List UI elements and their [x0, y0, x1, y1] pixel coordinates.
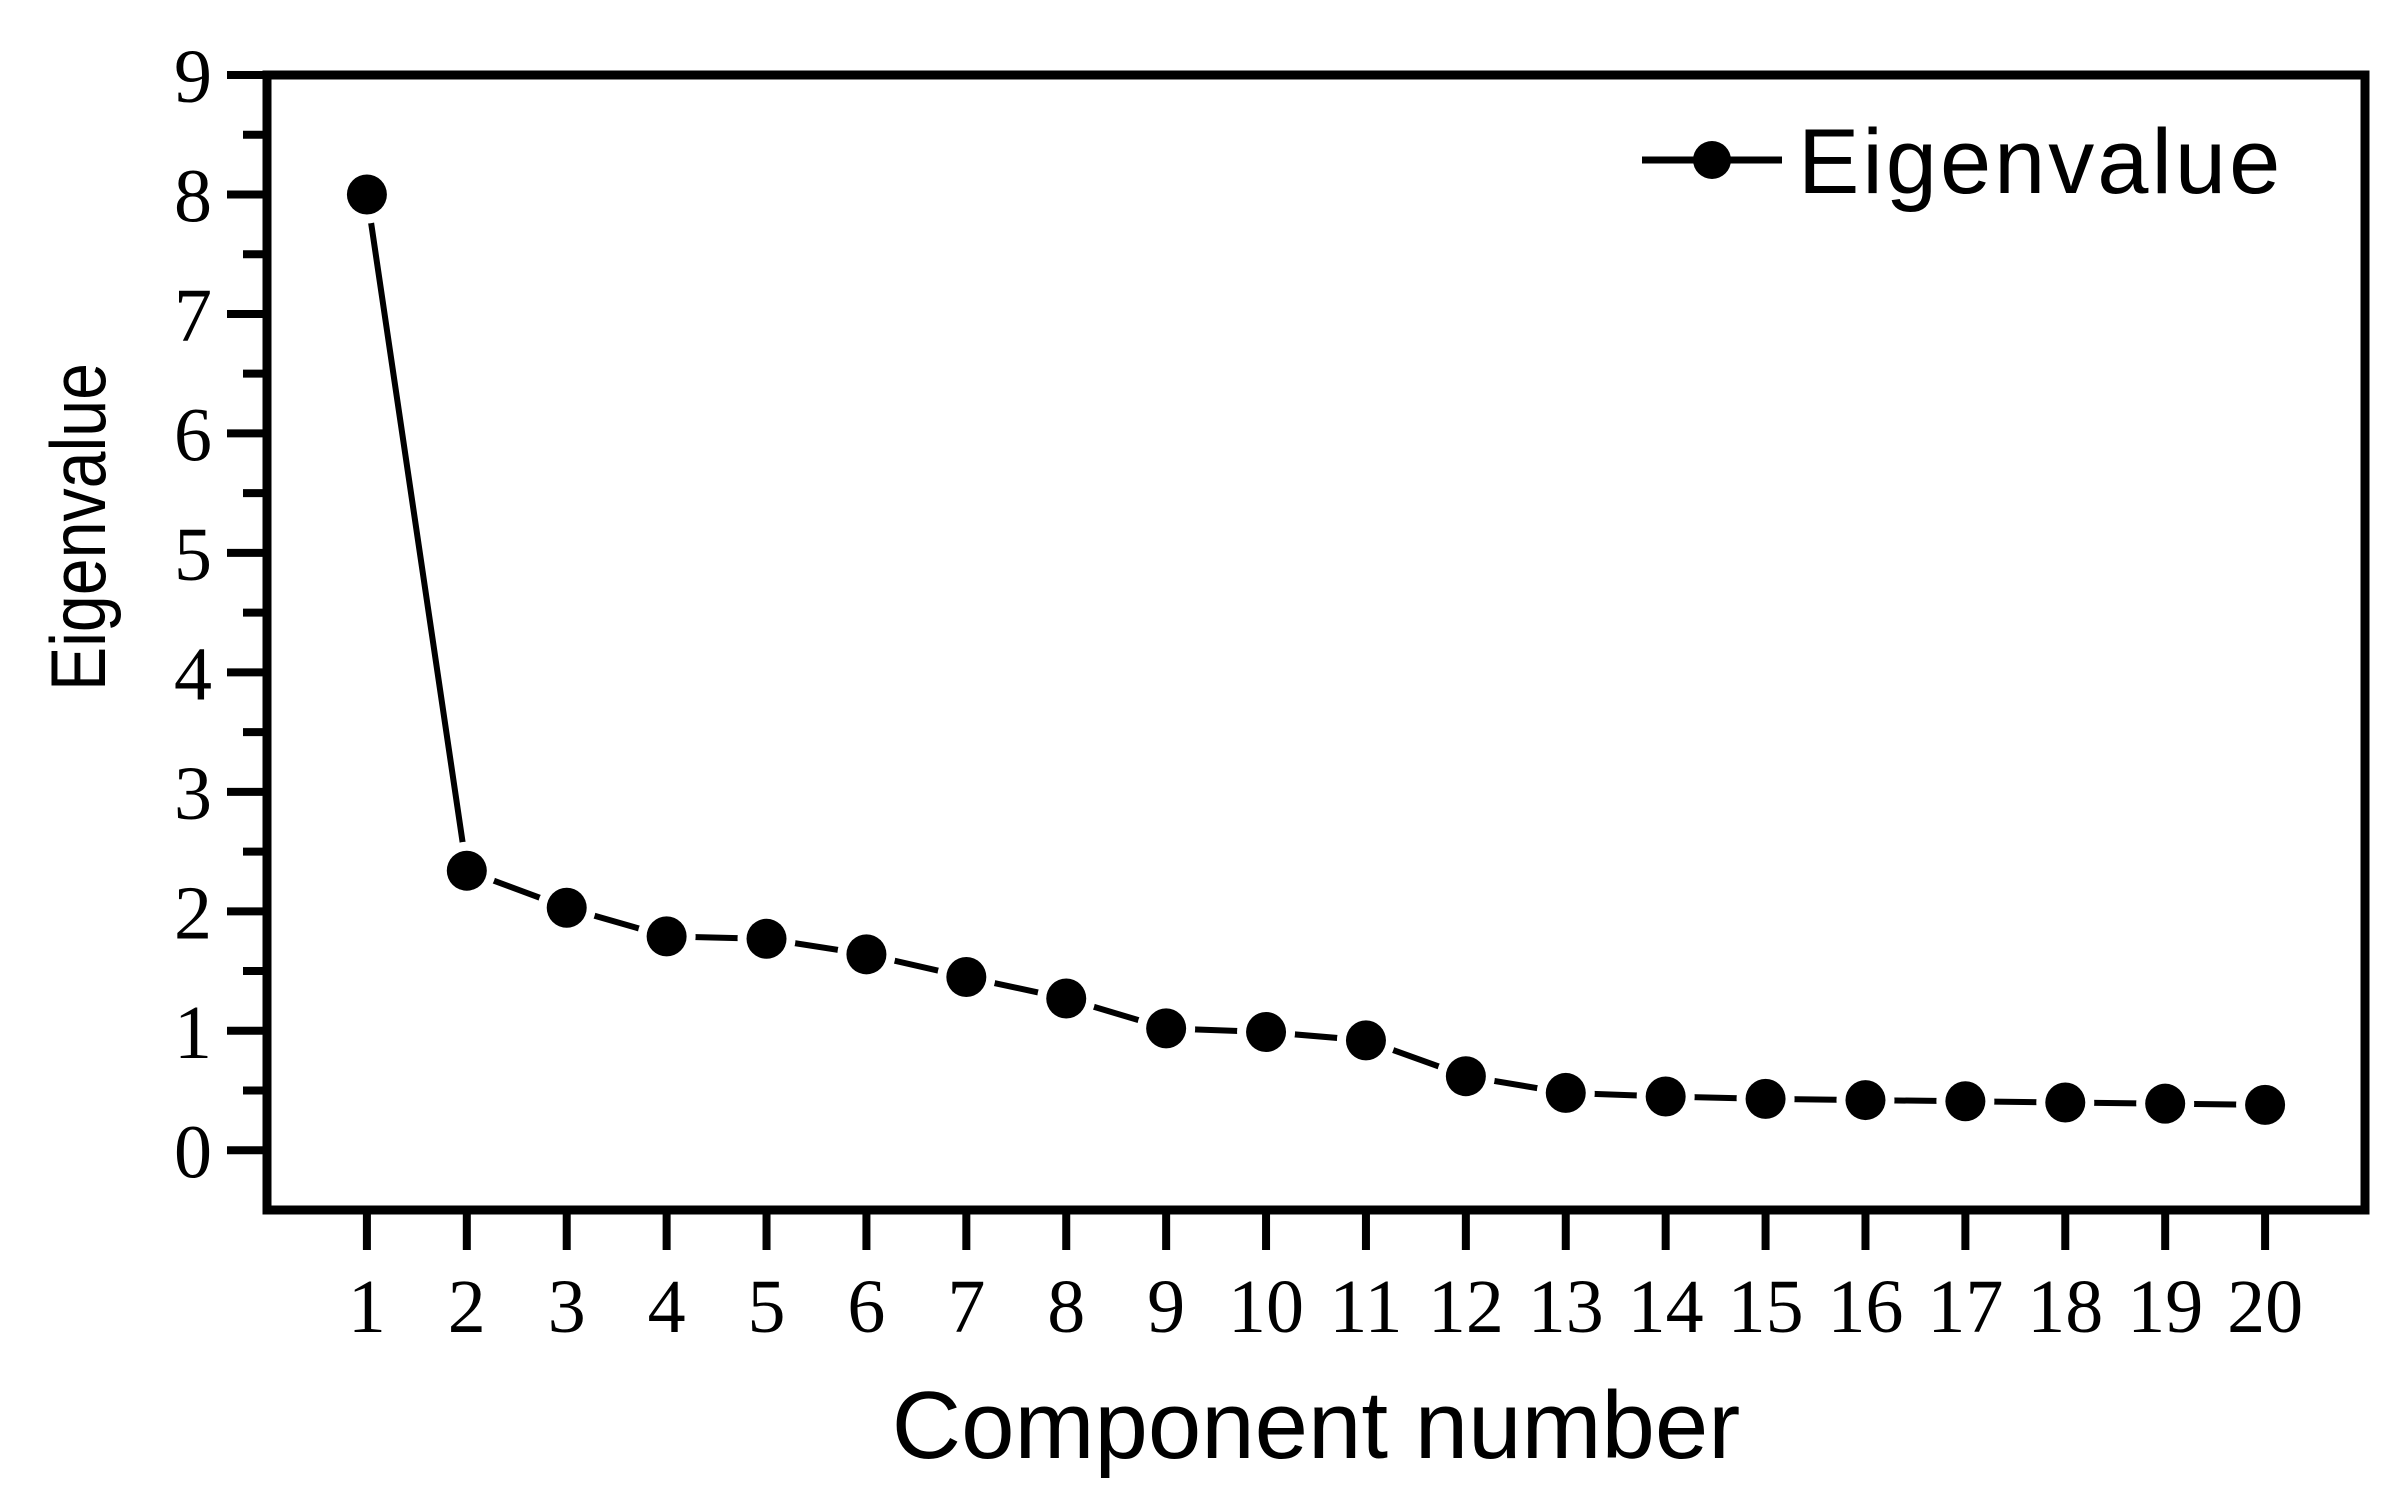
data-point	[1046, 978, 1087, 1019]
y-tick-label: 9	[174, 35, 212, 119]
data-point	[1545, 1072, 1586, 1113]
x-tick-label: 10	[1228, 1265, 1304, 1349]
x-major-ticks	[362, 1210, 2270, 1250]
y-tick-label: 8	[174, 154, 212, 238]
y-major-ticks	[227, 71, 267, 1155]
legend: Eigenvalue	[1642, 111, 2283, 213]
x-tick-label: 19	[2127, 1265, 2203, 1349]
x-tick-label: 4	[648, 1265, 686, 1349]
data-point	[1645, 1076, 1686, 1117]
x-tick-label: 7	[947, 1265, 985, 1349]
x-tick-label: 16	[1827, 1265, 1903, 1349]
x-tick-labels: 1 2 3 4 5 6 7 8 9 10 11 12 13 14 15 16 17 18 19 20	[348, 1265, 2303, 1349]
series-eigenvalue	[337, 165, 2295, 1134]
plot-frame	[262, 70, 2370, 1215]
x-tick-label: 15	[1728, 1265, 1804, 1349]
legend-marker-dot	[1693, 141, 1731, 179]
y-tick-label: 6	[174, 393, 212, 477]
data-point	[2045, 1082, 2086, 1123]
y-minor-ticks	[243, 130, 267, 1095]
data-point	[2245, 1084, 2286, 1125]
legend-label: Eigenvalue	[1798, 111, 2283, 213]
data-point	[846, 934, 887, 975]
y-tick-label: 3	[174, 752, 212, 836]
data-point	[346, 174, 387, 215]
x-tick-label: 18	[2027, 1265, 2103, 1349]
x-tick-label: 12	[1428, 1265, 1504, 1349]
data-point	[2145, 1083, 2186, 1124]
x-tick-label: 17	[1927, 1265, 2003, 1349]
data-point	[946, 957, 987, 998]
x-tick-label: 20	[2227, 1265, 2303, 1349]
x-tick-label: 9	[1147, 1265, 1185, 1349]
data-point	[1246, 1011, 1287, 1052]
x-tick-label: 2	[448, 1265, 486, 1349]
data-point	[1745, 1078, 1786, 1119]
x-tick-label: 13	[1528, 1265, 1604, 1349]
y-tick-label: 1	[174, 991, 212, 1075]
data-point	[1445, 1056, 1486, 1097]
data-point	[1146, 1008, 1187, 1049]
x-tick-label: 14	[1628, 1265, 1704, 1349]
y-tick-label: 4	[174, 632, 212, 716]
y-tick-label: 0	[174, 1110, 212, 1194]
data-point	[1345, 1020, 1386, 1061]
x-tick-label: 3	[548, 1265, 586, 1349]
x-axis-title: Component number	[892, 1372, 1740, 1479]
y-tick-label: 7	[174, 274, 212, 358]
data-point	[1845, 1080, 1886, 1121]
data-point	[1945, 1081, 1986, 1122]
data-point	[646, 916, 687, 957]
y-tick-label: 5	[174, 513, 212, 597]
x-tick-label: 11	[1329, 1265, 1402, 1349]
y-tick-label: 2	[174, 871, 212, 955]
y-axis-title: Eigenvalue	[35, 363, 122, 691]
data-point	[746, 918, 787, 959]
y-tick-labels: 0 1 2 3 4 5 6 7 8 9	[174, 35, 212, 1194]
series-line	[363, 194, 2266, 1108]
data-point	[446, 850, 487, 891]
x-tick-label: 1	[348, 1265, 386, 1349]
x-tick-label: 5	[748, 1265, 786, 1349]
data-point	[546, 887, 587, 928]
x-tick-label: 8	[1047, 1265, 1085, 1349]
x-tick-label: 6	[847, 1265, 885, 1349]
